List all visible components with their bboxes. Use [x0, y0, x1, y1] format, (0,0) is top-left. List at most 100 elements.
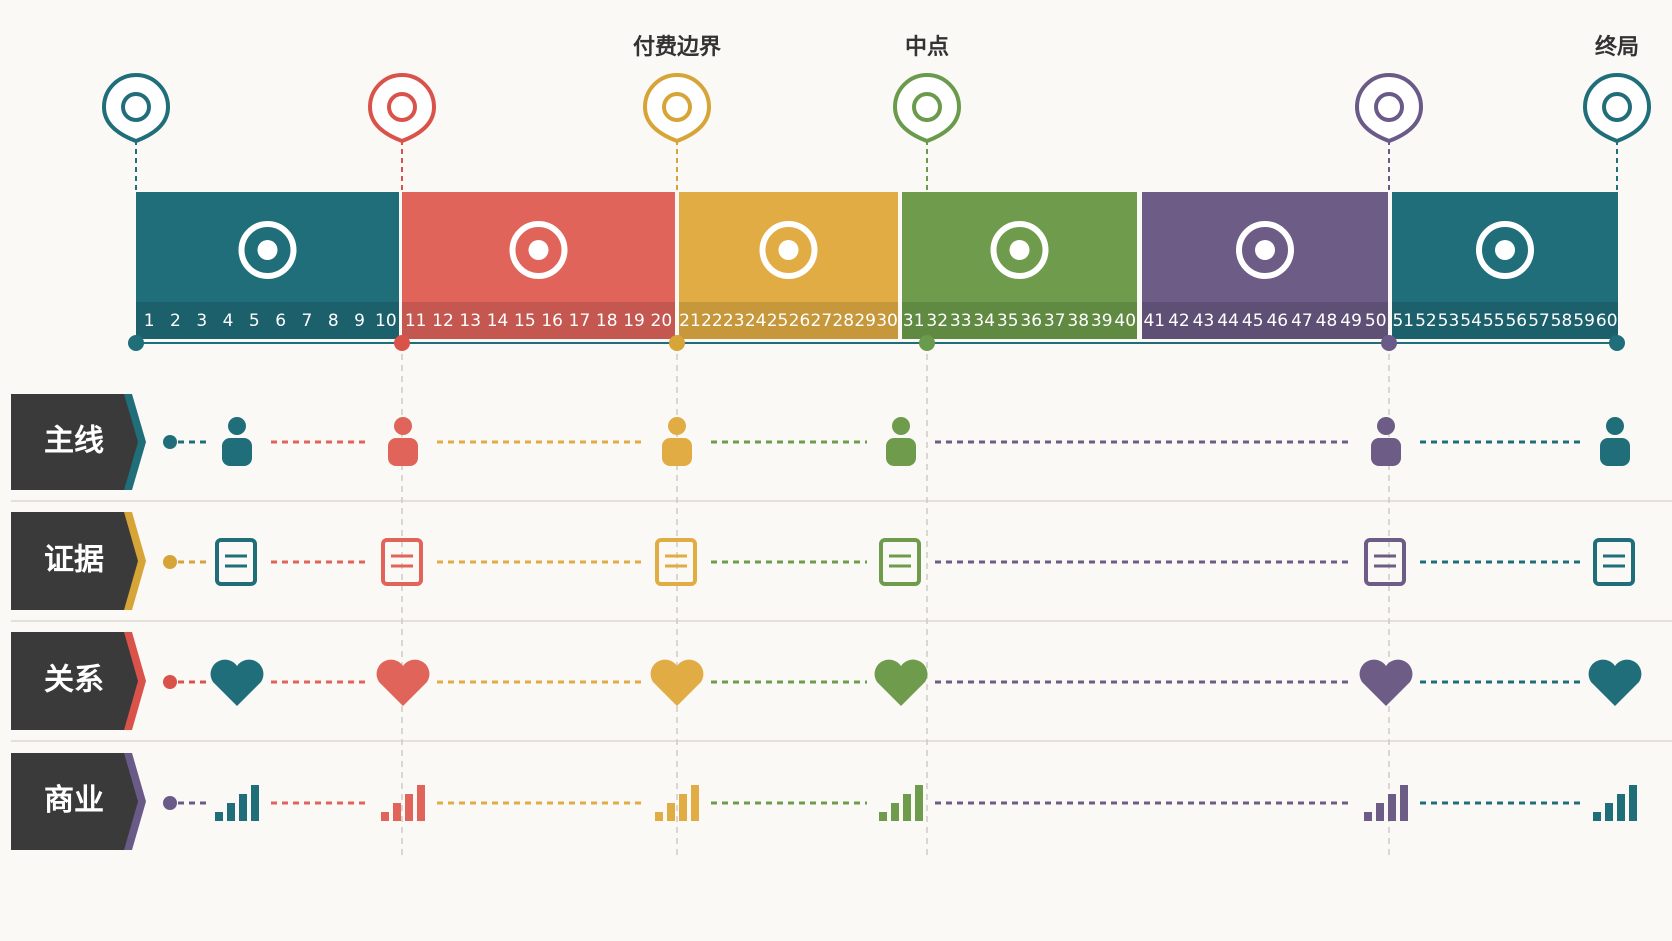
icon-bar — [215, 812, 223, 821]
milestone-dot — [1381, 335, 1397, 351]
episode-number: 36 — [1020, 311, 1042, 331]
episode-number: 1 — [144, 311, 155, 331]
row-label: 关系 — [44, 663, 104, 698]
act-icon — [759, 221, 818, 279]
icon-doc — [381, 538, 423, 586]
icon-bar — [239, 794, 247, 821]
icon-doc — [879, 538, 921, 586]
row-start-dot — [163, 435, 177, 449]
episode-number: 25 — [767, 311, 789, 331]
milestone-dot — [919, 335, 935, 351]
episode-number: 41 — [1143, 311, 1165, 331]
icon-head — [228, 417, 246, 435]
episode-number: 4 — [223, 311, 234, 331]
icon-doc — [215, 538, 257, 586]
episode-number: 22 — [701, 311, 723, 331]
episode-number: 53 — [1438, 311, 1460, 331]
act-icon — [1236, 221, 1294, 279]
episode-number: 60 — [1596, 311, 1618, 331]
icon-bar — [915, 785, 923, 821]
episode-number: 47 — [1291, 311, 1313, 331]
episode-number: 55 — [1483, 311, 1505, 331]
icon-bar — [417, 785, 425, 821]
episode-number: 26 — [789, 311, 811, 331]
milestone-glyph — [912, 92, 942, 122]
icon-head — [394, 417, 412, 435]
icon-bar — [381, 812, 389, 821]
episode-number: 11 — [405, 311, 427, 331]
milestone-pin — [101, 73, 171, 144]
episode-number: 20 — [651, 311, 673, 331]
milestone-dot — [669, 335, 685, 351]
milestone-dot — [128, 335, 144, 351]
act-icon — [509, 221, 568, 279]
act-band — [402, 192, 675, 339]
episode-number: 2 — [170, 311, 181, 331]
episode-number: 38 — [1067, 311, 1089, 331]
episode-number: 29 — [854, 311, 876, 331]
icon-head — [1606, 417, 1624, 435]
act-icon-core — [778, 240, 799, 260]
milestone-pin — [1582, 73, 1652, 144]
icon-heart — [650, 659, 704, 706]
milestone-glyph — [1602, 92, 1632, 122]
episode-number: 21 — [679, 311, 701, 331]
episode-number: 10 — [375, 311, 397, 331]
icon-bar — [1364, 812, 1372, 821]
icon-bar — [879, 812, 887, 821]
milestone-label: 终局 — [1595, 34, 1639, 60]
icon-bar — [1593, 812, 1601, 821]
episode-strip — [136, 302, 399, 339]
episode-number: 35 — [997, 311, 1019, 331]
episode-strip — [1392, 302, 1618, 339]
icon-bar — [903, 794, 911, 821]
row-start-dot — [163, 675, 177, 689]
episode-number: 23 — [723, 311, 745, 331]
episode-number: 24 — [745, 311, 767, 331]
act-icon-core — [257, 240, 278, 260]
episode-strip — [1142, 302, 1388, 339]
episode-number: 18 — [596, 311, 618, 331]
episode-number: 43 — [1193, 311, 1215, 331]
icon-head — [668, 417, 686, 435]
milestone-dot — [394, 335, 410, 351]
milestone-glyph — [387, 92, 417, 122]
act-icon — [238, 221, 297, 279]
episode-number: 33 — [950, 311, 972, 331]
icon-bar — [691, 785, 699, 821]
act-icon — [1476, 221, 1534, 279]
milestone-label: 中点 — [905, 34, 949, 60]
episode-number: 9 — [354, 311, 365, 331]
icon-doc — [1593, 538, 1635, 586]
act-band — [902, 192, 1137, 339]
row-label: 商业 — [44, 783, 104, 818]
episode-number: 3 — [196, 311, 207, 331]
icon-heart — [874, 659, 928, 706]
episode-number: 50 — [1365, 311, 1387, 331]
icon-bar — [227, 803, 235, 821]
icon-bar — [1376, 803, 1384, 821]
icon-bar — [405, 794, 413, 821]
row-label-box — [11, 512, 138, 610]
milestone-glyph — [662, 92, 692, 122]
episode-number: 17 — [569, 311, 591, 331]
episode-number: 59 — [1573, 311, 1595, 331]
milestone-pin — [892, 73, 962, 144]
episode-number: 42 — [1168, 311, 1190, 331]
icon-heart — [1588, 659, 1642, 706]
icon-body — [222, 438, 252, 466]
milestone-glyph — [1374, 92, 1404, 122]
row-label-box — [11, 753, 138, 850]
episode-number: 8 — [328, 311, 339, 331]
episode-number: 48 — [1316, 311, 1338, 331]
milestone-pin — [367, 73, 437, 144]
icon-bar — [679, 794, 687, 821]
act-band — [1142, 192, 1388, 339]
act-icon-core — [1009, 240, 1030, 260]
episode-number: 40 — [1114, 311, 1136, 331]
episode-number: 34 — [973, 311, 995, 331]
episode-number: 32 — [926, 311, 948, 331]
episode-number: 27 — [811, 311, 833, 331]
